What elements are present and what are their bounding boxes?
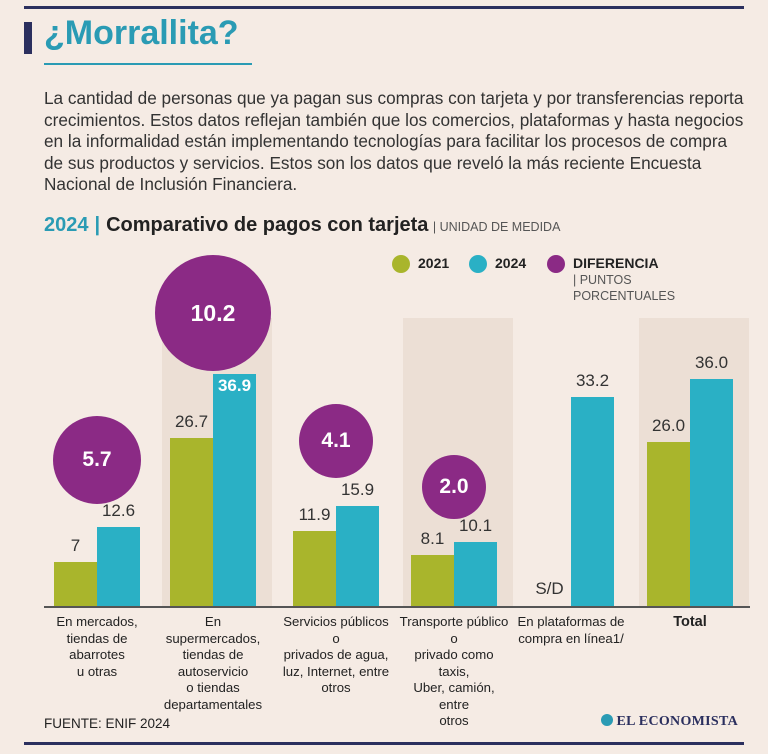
- difference-bubble: 4.1: [299, 404, 373, 478]
- data-label-2024: 36.0: [694, 353, 729, 373]
- source-note: FUENTE: ENIF 2024: [44, 716, 171, 731]
- page-title: ¿Morrallita?: [44, 14, 239, 52]
- brand: EL ECONOMISTA: [600, 714, 739, 730]
- data-label-2024: 10.1: [458, 516, 493, 536]
- category-label-line: u otras: [76, 663, 118, 679]
- bottom-rule: [24, 742, 744, 745]
- chart-title: Comparativo de pagos con tarjeta: [106, 214, 429, 236]
- legend-label-2021: 2021: [418, 255, 450, 271]
- category-label-line: compra en línea1/: [518, 630, 624, 646]
- category-label: En plataformas de compra en línea1/: [515, 614, 627, 647]
- data-label-2021: 8.1: [420, 528, 445, 548]
- intro-paragraph: La cantidad de personas que ya pagan sus…: [44, 88, 744, 195]
- title-underline: [44, 63, 252, 65]
- brand-logo-icon: [600, 714, 613, 726]
- data-label-2021: 26.0: [651, 416, 686, 436]
- data-label-2024: 33.2: [575, 370, 610, 390]
- category-label-line: privado como taxis,: [414, 647, 494, 679]
- data-label-2021: 26.7: [174, 411, 209, 431]
- chart-unit: | UNIDAD DE MEDIDA: [432, 220, 561, 234]
- chart-baseline: [44, 606, 750, 608]
- category-label: Servicios públicos o privados de agua, luz…: [280, 614, 392, 697]
- category-label-line: tiendas de abarrotes: [66, 630, 128, 663]
- bar-2021: [170, 437, 213, 606]
- title-marker: [24, 22, 32, 54]
- category-label: En supermercados, tiendas de autoservicio o…: [157, 614, 269, 713]
- category-label-line: En mercados,: [56, 614, 138, 629]
- difference-bubble: 5.7: [53, 416, 141, 504]
- data-label-2021: 11.9: [298, 505, 331, 525]
- category-label-line: luz, Internet, entre: [282, 663, 390, 679]
- bar-2024: [690, 379, 733, 606]
- bar-2021: [54, 561, 97, 606]
- category-label-line: otros: [439, 713, 469, 728]
- bar-2024: [213, 373, 256, 606]
- brand-name: EL ECONOMISTA: [616, 714, 738, 729]
- category-label: Transporte público o privado como taxis, U…: [398, 614, 510, 730]
- category-label-line: En plataformas de: [517, 614, 625, 629]
- top-rule: [24, 6, 744, 9]
- subtitle-year: 2024: [44, 214, 89, 236]
- legend-swatch-2024: [469, 255, 487, 273]
- subtitle-separator: |: [94, 214, 101, 236]
- bar-2024: [571, 396, 614, 606]
- category-label-line: Total: [673, 614, 707, 630]
- bar-2021: [293, 531, 336, 606]
- bar-2024: [336, 505, 379, 606]
- legend-label-diff: DIFERENCIA: [573, 255, 659, 271]
- category-label: Total: [634, 614, 746, 631]
- category-label-line: departamentales: [163, 696, 263, 712]
- category-label-line: privados de agua,: [283, 647, 389, 662]
- category-label-line: otros: [321, 680, 351, 695]
- data-label-2024: 36.9: [217, 375, 252, 395]
- category-label-line: Transporte público o: [399, 614, 509, 646]
- category-label-line: autoservicio: [177, 663, 249, 679]
- bar-2024: [97, 526, 140, 606]
- data-label-2024: 15.9: [340, 479, 375, 499]
- data-label-2021: S/D: [535, 579, 564, 598]
- category-label-line: tiendas de: [182, 647, 244, 662]
- data-label-2024: 12.6: [101, 500, 136, 520]
- category-label-line: o tiendas: [186, 680, 240, 695]
- category-label: En mercados, tiendas de abarrotes u otras: [41, 614, 153, 680]
- data-label-2021: 7: [70, 535, 81, 555]
- category-label-line: En supermercados,: [165, 614, 261, 646]
- bar-2021: [647, 442, 690, 606]
- legend-swatch-diff: [547, 255, 565, 273]
- difference-bubble: 10.2: [155, 255, 271, 371]
- chart-subtitle: 2024 | Comparativo de pagos con tarjeta | …: [44, 214, 560, 237]
- difference-bubble: 2.0: [422, 455, 486, 519]
- legend-swatch-2021: [392, 255, 410, 273]
- bar-2024: [454, 542, 497, 606]
- bar-2021: [411, 554, 454, 606]
- category-label-line: Servicios públicos o: [283, 614, 389, 646]
- category-label-line: Uber, camión, entre: [413, 680, 495, 712]
- legend-label-2024: 2024: [495, 255, 527, 271]
- legend-diff-note: | PUNTOS PORCENTUALES: [573, 273, 676, 303]
